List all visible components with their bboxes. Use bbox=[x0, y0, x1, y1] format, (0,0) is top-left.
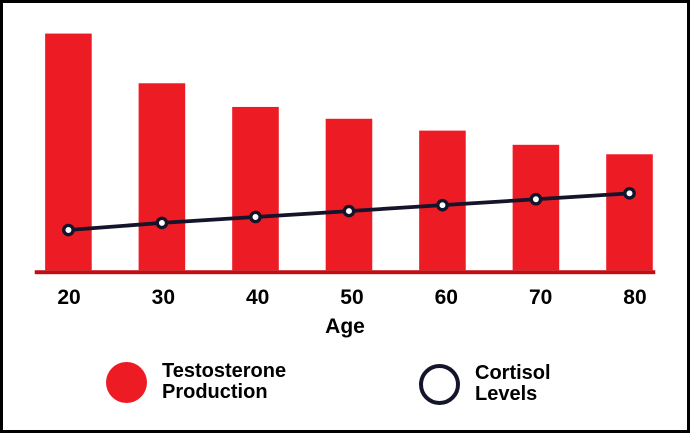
x-axis-line bbox=[34, 270, 656, 275]
plot-area bbox=[34, 33, 656, 275]
cortisol-marker-age-80 bbox=[623, 187, 636, 200]
legend-label-line: Cortisol bbox=[475, 362, 551, 384]
cortisol-marker-age-70 bbox=[529, 192, 543, 206]
bar-age-40 bbox=[232, 106, 279, 271]
x-tick-label-20: 20 bbox=[57, 286, 81, 309]
legend-label-testosterone: Testosterone Production bbox=[162, 361, 286, 403]
legend-label-line: Testosterone bbox=[162, 360, 287, 382]
x-tick-label-70: 70 bbox=[528, 286, 553, 309]
x-tick-label-30: 30 bbox=[151, 286, 176, 309]
x-tick-label-60: 60 bbox=[434, 286, 458, 309]
x-tick-label-40: 40 bbox=[245, 286, 270, 309]
x-tick-label-50: 50 bbox=[340, 286, 364, 309]
testosterone-filled-circle-icon bbox=[106, 361, 147, 403]
legend-label-cortisol: Cortisol Levels bbox=[475, 363, 551, 405]
bar-age-30 bbox=[138, 83, 186, 271]
cortisol-marker-age-50 bbox=[342, 204, 356, 218]
legend-label-line: Production bbox=[162, 381, 268, 403]
cortisol-marker-age-30 bbox=[155, 216, 169, 230]
cortisol-marker-age-20 bbox=[62, 223, 75, 237]
legend-label-line: Levels bbox=[475, 383, 538, 405]
cortisol-marker-age-40 bbox=[249, 210, 262, 224]
legend-item-testosterone: Testosterone Production bbox=[106, 361, 286, 403]
bar-age-80 bbox=[606, 154, 653, 271]
x-tick-label-80: 80 bbox=[623, 286, 647, 309]
x-axis-title: Age bbox=[325, 315, 365, 338]
cortisol-marker-age-60 bbox=[436, 198, 449, 212]
cortisol-open-circle-icon bbox=[419, 363, 460, 405]
bar-age-50 bbox=[325, 118, 373, 271]
legend-item-cortisol: Cortisol Levels bbox=[419, 363, 551, 405]
bar-age-70 bbox=[512, 144, 560, 271]
